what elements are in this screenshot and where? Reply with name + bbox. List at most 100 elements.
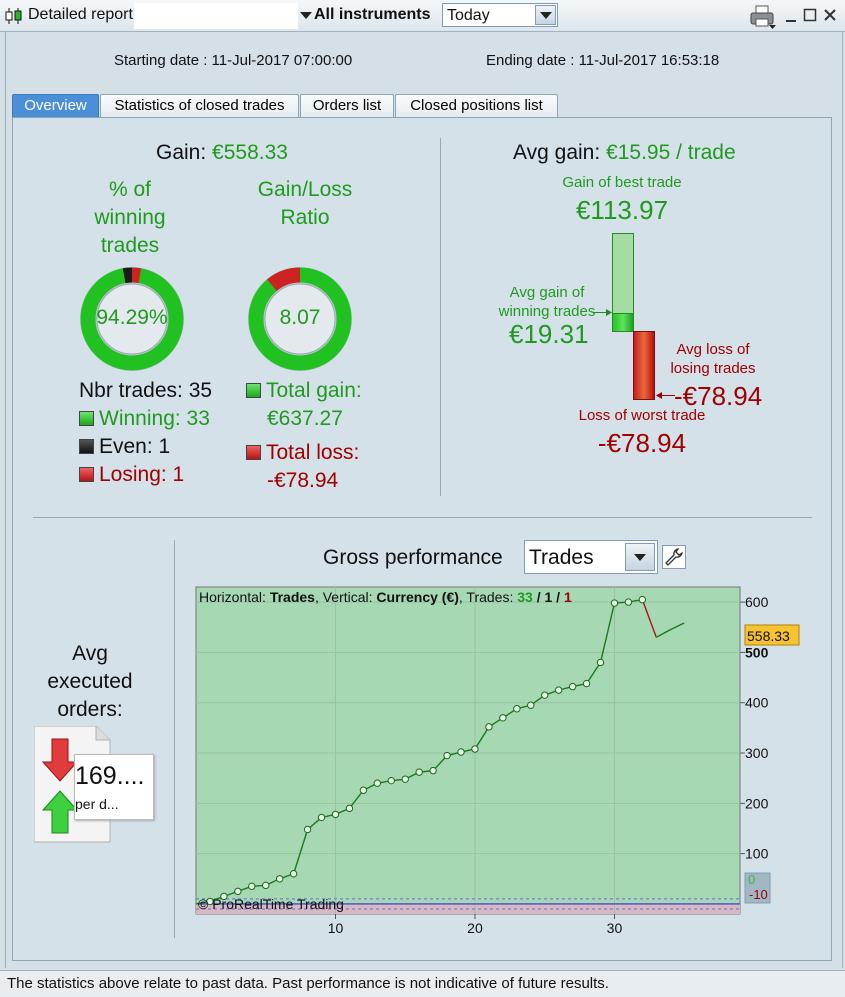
chart-info: Horizontal: Trades, Vertical: Currency (… (199, 589, 572, 605)
black-square-icon (79, 439, 94, 454)
trade-point (513, 705, 521, 713)
performance-mode-select[interactable]: Trades (524, 540, 658, 574)
avg-win-label-line: winning trades (498, 303, 596, 320)
period-select[interactable]: Today (442, 3, 558, 27)
maximize-icon[interactable] (803, 8, 817, 22)
avg-orders-label-line: orders: (57, 698, 123, 721)
trade-point (568, 682, 577, 691)
trade-point (359, 786, 368, 794)
gain-label: Gain: (156, 141, 207, 164)
chart-info-vertical: Currency (€) (376, 589, 459, 605)
chevron-down-icon[interactable] (300, 11, 312, 20)
avg-loss-label-line: Avg loss of (676, 341, 750, 358)
trade-point (471, 745, 479, 753)
performance-title: Gross performance (323, 546, 503, 569)
chart-info-sep: / (552, 589, 564, 605)
pct-winning-label-line: % of (108, 178, 152, 201)
chart-info-losses: 1 (563, 589, 572, 605)
y-tick-label: 600 (745, 594, 769, 610)
chart-info-trades: , Trades: (458, 589, 518, 605)
printer-icon[interactable] (749, 5, 777, 29)
avg-gain-summary: Avg gain: €15.95 / trade (513, 141, 736, 165)
trade-point (527, 701, 535, 709)
trade-point (206, 897, 214, 906)
trade-point (401, 775, 409, 783)
performance-mode-value: Trades (529, 546, 594, 569)
ratio-value: 8.07 (279, 306, 321, 329)
losing-count: Losing: 1 (79, 461, 212, 489)
tab-overview[interactable]: Overview (12, 94, 99, 118)
trade-point (345, 804, 354, 813)
instrument-field[interactable] (134, 3, 298, 29)
orders-value: 169.... (75, 762, 145, 790)
chart-copyright: © ProRealTime Trading (198, 896, 344, 912)
arrow-right-icon (593, 309, 612, 316)
trade-point (234, 887, 242, 896)
nbr-trades: Nbr trades: 35 (79, 379, 213, 402)
tab-closed-positions-list[interactable]: Closed positions list (395, 94, 558, 118)
wrench-icon (665, 548, 683, 566)
avg-loss-value: -€78.94 (674, 381, 763, 411)
worst-trade-value: -€78.94 (597, 428, 687, 458)
trade-point (220, 892, 228, 901)
equity-segment (599, 602, 616, 663)
avg-orders-label: Avg executed orders: (30, 640, 150, 724)
donut-even-arc (122, 267, 133, 284)
chart-info-sep: / (532, 589, 545, 605)
performance-mode-dropdown[interactable] (625, 543, 655, 571)
ratio-label: Gain/Loss Ratio (235, 176, 375, 232)
avg-orders-label-line: executed (47, 670, 133, 693)
wrench-button[interactable] (662, 545, 686, 569)
arrow-left-icon (656, 392, 675, 399)
total-loss-label-text: Total loss: (266, 441, 360, 464)
even-count: Even: 1 (79, 433, 212, 461)
minimize-icon[interactable] (784, 9, 798, 23)
equity-curve (195, 595, 685, 906)
trade-point (289, 870, 298, 878)
red-square-icon (79, 467, 94, 482)
total-gain-label: Total gain: (246, 377, 362, 405)
equity-segment (474, 726, 490, 750)
chart-info-even: 1 (544, 589, 553, 605)
performance-chart: 100 200 300 400 500 600 10 20 30 558.33 0 -10 (195, 586, 800, 936)
trade-point (415, 768, 423, 776)
instrument-selector[interactable]: All instruments (314, 6, 431, 23)
zero-tag (744, 872, 771, 904)
y-tick-label: 400 (745, 695, 769, 711)
ending-date: Ending date : 11-Jul-2017 16:53:18 (486, 52, 720, 69)
orders-value-card: 169.... per d... (74, 754, 154, 820)
close-icon[interactable] (823, 8, 837, 22)
vertical-divider (440, 138, 441, 496)
total-loss-value: -€78.94 (267, 469, 339, 492)
gain-loss-donut: 8.07 (247, 266, 353, 372)
avg-loss-label-line: losing trades (670, 360, 756, 377)
trade-point (485, 723, 493, 731)
tab-statistics-closed-trades[interactable]: Statistics of closed trades (100, 94, 299, 118)
x-tick-label: 20 (467, 920, 483, 936)
y-tick-label: 300 (745, 745, 769, 761)
current-value-tag (744, 624, 800, 646)
trade-point (582, 679, 591, 688)
current-value-label: 558.33 (747, 628, 790, 644)
chart-info-mid: , Vertical: (314, 589, 377, 605)
period-dropdown-button[interactable] (535, 5, 556, 25)
trade-point (387, 776, 395, 785)
total-loss-label: Total loss: (246, 439, 362, 467)
pct-winning-label-line: winning (94, 206, 166, 229)
avg-orders-label-line: Avg (72, 642, 108, 665)
ratio-label-line: Ratio (280, 206, 330, 229)
ratio-label-line: Gain/Loss (257, 178, 353, 201)
equity-segment (292, 829, 309, 874)
horizontal-divider (33, 517, 812, 518)
green-square-icon (246, 383, 261, 398)
report-title: Detailed report (28, 6, 133, 23)
tab-orders-list[interactable]: Orders list (300, 94, 394, 118)
equity-segment (669, 622, 685, 631)
zero-tag-label: 0 (748, 872, 755, 887)
x-tick-label: 10 (328, 920, 344, 936)
even-count-text: Even: 1 (99, 435, 171, 458)
gain-summary: Gain: €558.33 (156, 141, 288, 165)
equity-segment (348, 789, 364, 809)
trade-point (624, 598, 633, 606)
gain-loss-totals: Total gain: €637.27 Total loss: -€78.94 (246, 377, 362, 495)
